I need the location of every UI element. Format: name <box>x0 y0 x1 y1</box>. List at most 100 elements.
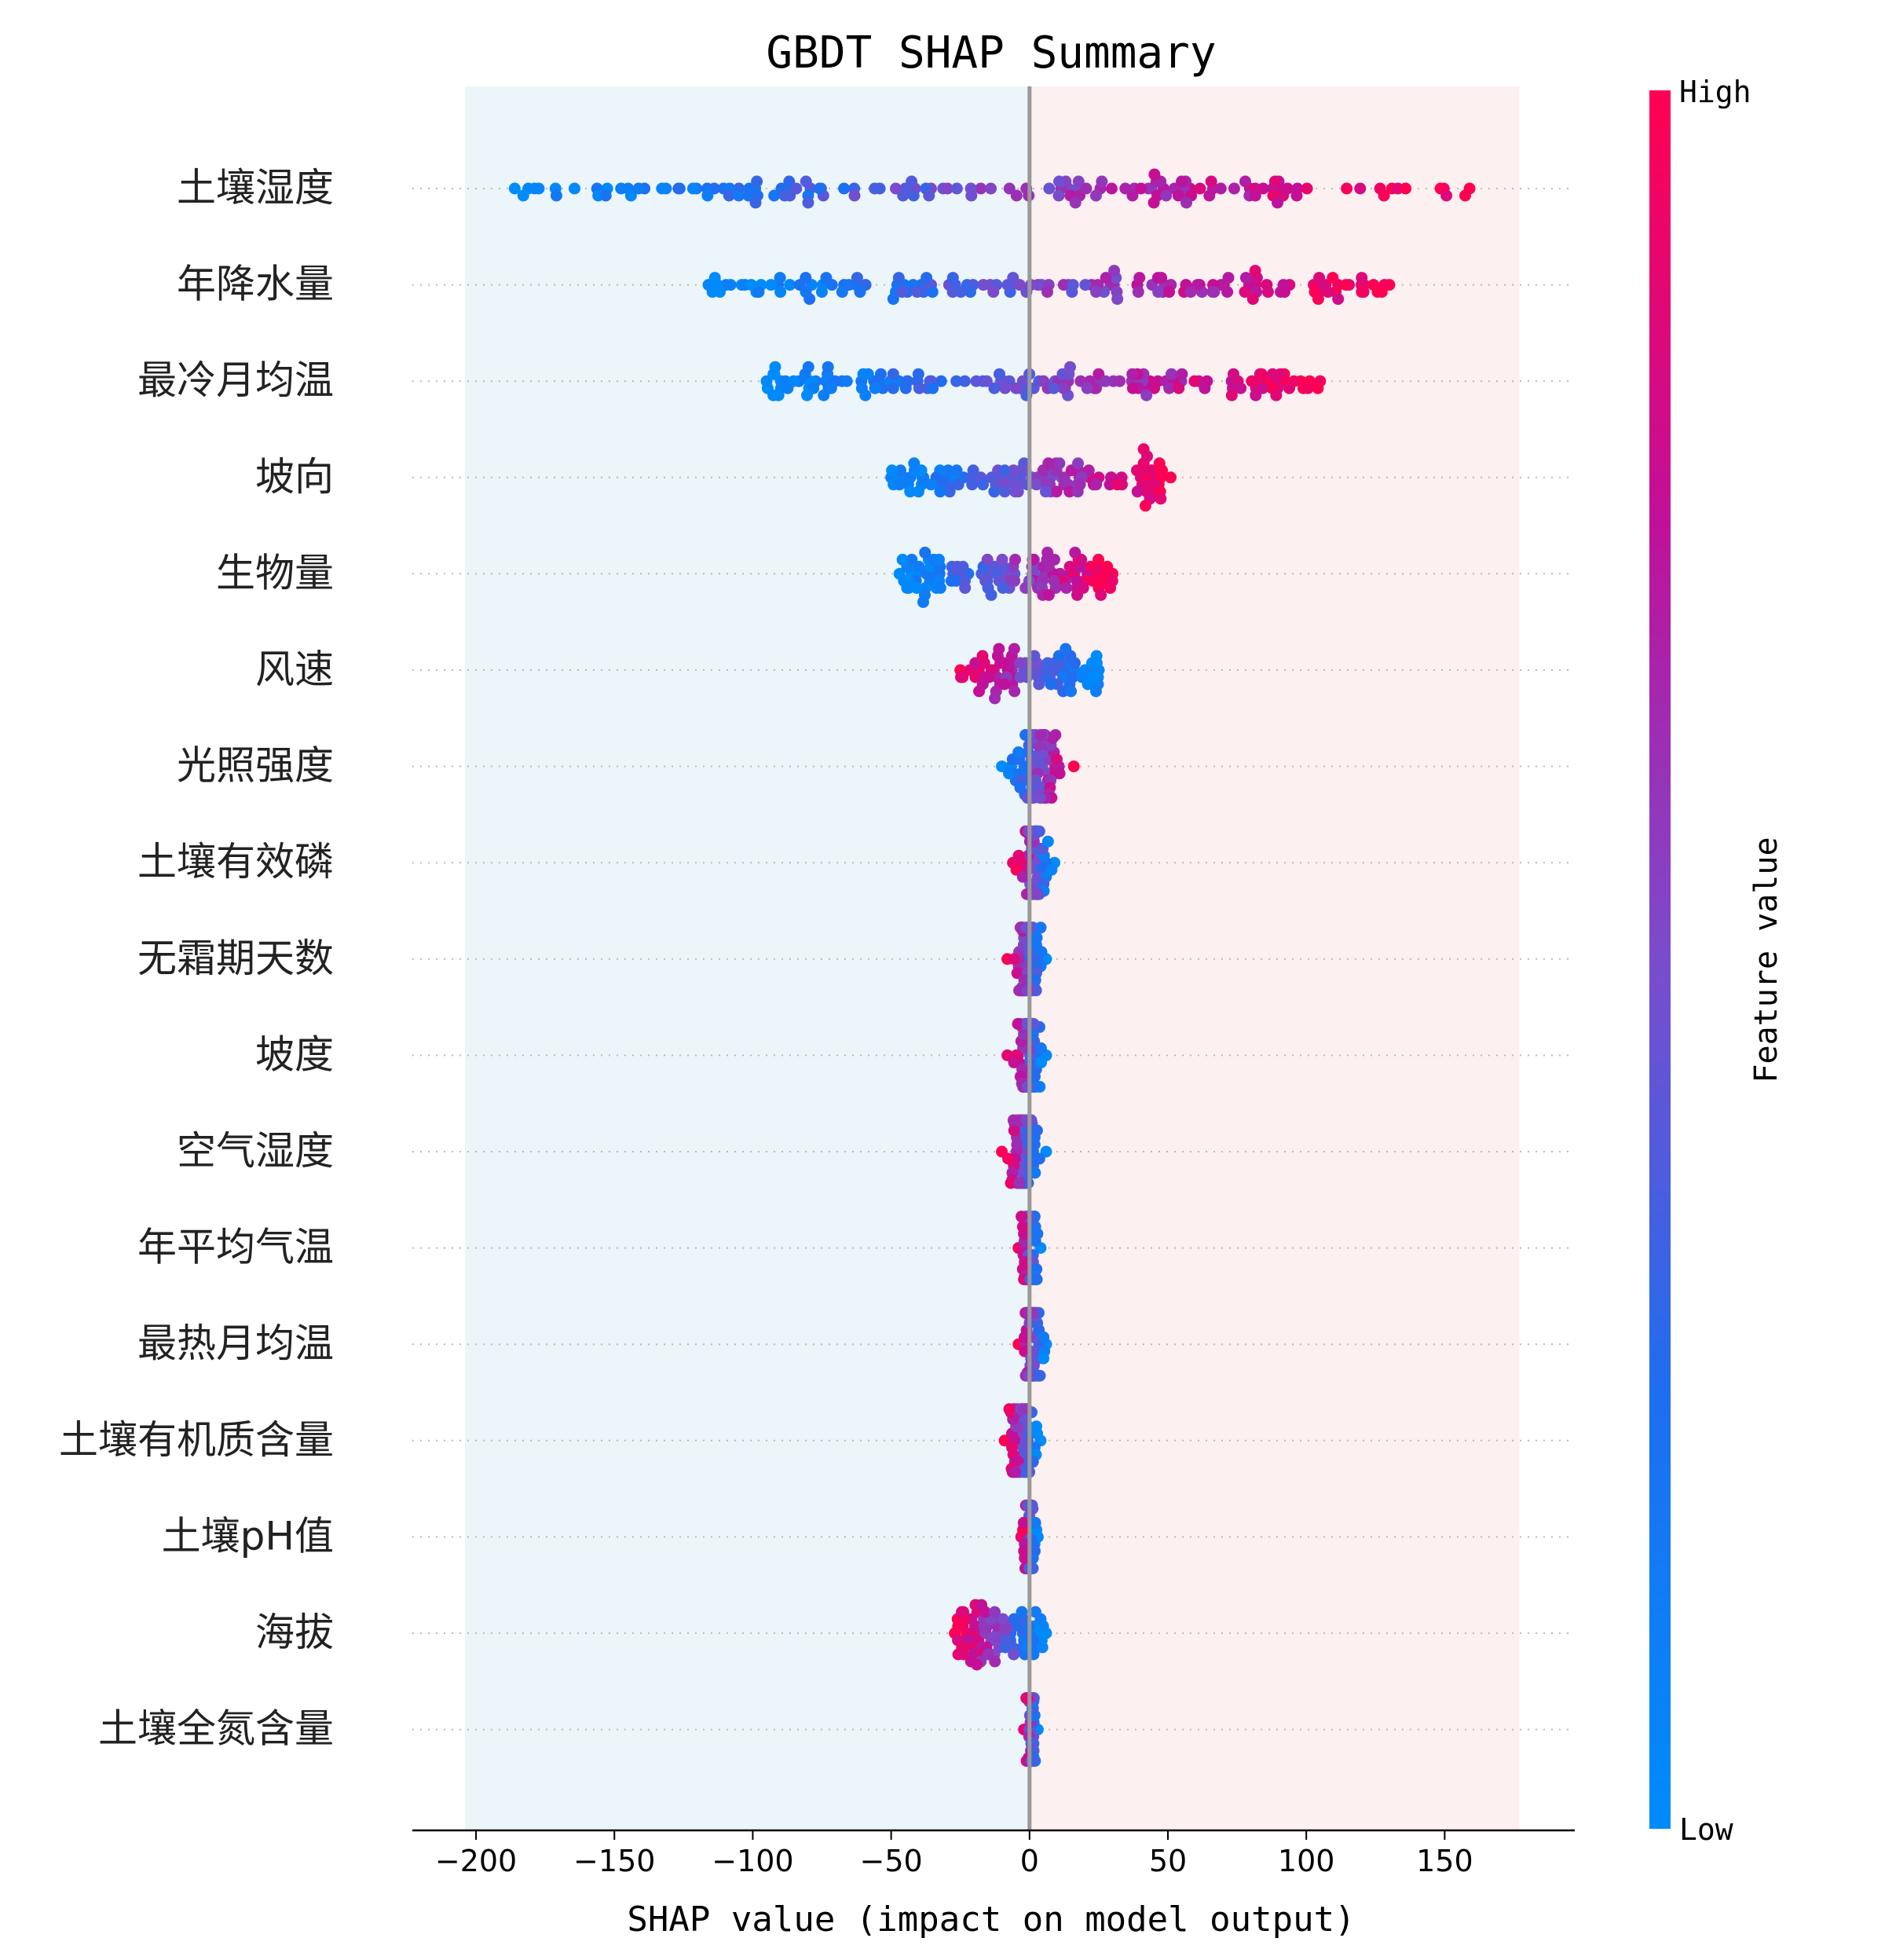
shap-point <box>1048 382 1060 394</box>
shap-point <box>911 286 924 299</box>
shap-point <box>1173 382 1185 394</box>
shap-point <box>904 485 917 498</box>
shap-point <box>1135 182 1147 195</box>
shap-point <box>923 189 935 202</box>
shap-point <box>1288 375 1301 387</box>
shap-point <box>1235 382 1247 394</box>
shap-point <box>801 389 814 401</box>
shap-point <box>733 189 745 202</box>
shap-point <box>1106 574 1118 587</box>
shap-point <box>802 196 814 209</box>
feature-label: 海拔 <box>255 1610 334 1655</box>
shap-point <box>966 478 979 491</box>
feature-label: 坡度 <box>255 1031 334 1077</box>
shap-point <box>1043 182 1056 195</box>
shap-point <box>897 189 910 202</box>
shap-point <box>1459 189 1472 202</box>
shap-point <box>921 272 933 284</box>
shap-point <box>1049 729 1062 742</box>
shap-point <box>1172 189 1184 202</box>
shap-point <box>1108 265 1121 277</box>
shap-point <box>917 595 929 608</box>
shap-point <box>818 389 830 401</box>
shap-point <box>1085 657 1098 669</box>
shap-point <box>1038 1331 1050 1343</box>
shap-point <box>1147 196 1160 209</box>
shap-point <box>1341 182 1353 195</box>
shap-point <box>1272 196 1284 209</box>
shap-point <box>1281 182 1294 195</box>
shap-point <box>1440 189 1453 202</box>
shap-point <box>1084 560 1096 573</box>
shap-point <box>1279 286 1291 299</box>
shap-point <box>1053 175 1066 188</box>
shap-point <box>1052 189 1065 202</box>
shap-point <box>802 361 814 373</box>
colorbar-title: Feature value <box>1748 837 1784 1083</box>
shap-point <box>1063 485 1076 498</box>
shap-point <box>997 657 1010 669</box>
shap-point <box>941 182 953 195</box>
feature-label: 年平均气温 <box>137 1225 334 1270</box>
shap-point <box>1012 1017 1024 1030</box>
shap-point <box>706 286 719 299</box>
shap-point <box>1096 175 1108 188</box>
shap-point <box>1239 175 1252 188</box>
shap-point <box>1126 368 1139 380</box>
shap-point <box>1008 1613 1020 1625</box>
shap-point <box>1153 457 1166 470</box>
feature-label: 生物量 <box>216 550 334 595</box>
shap-point <box>1030 478 1043 491</box>
feature-label: 年降水量 <box>177 262 334 307</box>
shap-point <box>964 286 976 299</box>
x-axis: −200 −150 −100 −50 0 50 100 150 <box>412 1829 1575 1878</box>
shap-point <box>1152 286 1165 299</box>
shap-point <box>1356 286 1368 299</box>
shap-point <box>1017 1403 1030 1416</box>
shap-point <box>1045 863 1058 876</box>
shap-point <box>1008 643 1020 655</box>
shap-point <box>1222 272 1235 284</box>
shap-point <box>1089 685 1102 698</box>
shap-point <box>1012 746 1025 759</box>
shap-point <box>1016 1211 1028 1223</box>
shap-point <box>1007 464 1019 477</box>
shap-point <box>1005 1177 1017 1189</box>
feature-label: 光照强度 <box>177 743 334 789</box>
shap-point <box>975 1599 988 1611</box>
shap-point <box>1184 286 1197 299</box>
shap-point <box>983 671 995 683</box>
shap-point <box>1126 189 1139 202</box>
feature-label: 土壤湿度 <box>177 165 334 211</box>
colorbar-high-label: High <box>1679 75 1751 109</box>
shap-point <box>906 175 918 188</box>
feature-label: 风速 <box>255 647 334 692</box>
shap-point <box>926 286 939 299</box>
shap-point <box>1089 189 1102 202</box>
shap-point <box>1356 272 1368 284</box>
shap-point <box>986 471 998 484</box>
shap-point <box>1012 849 1025 862</box>
shap-point <box>1270 389 1283 401</box>
feature-label: 土壤pH值 <box>162 1513 334 1559</box>
shap-point <box>1057 382 1070 394</box>
shap-point <box>1249 265 1261 277</box>
shap-point <box>1132 286 1144 299</box>
shap-point <box>1065 685 1078 698</box>
shap-point <box>1255 368 1268 380</box>
shap-point <box>862 368 874 380</box>
shap-point <box>1060 643 1072 655</box>
shap-point <box>1079 279 1092 291</box>
shap-point <box>1001 279 1014 291</box>
shap-point <box>886 464 899 477</box>
shap-point <box>1301 182 1313 195</box>
shap-point <box>1290 189 1303 202</box>
shap-point <box>550 189 562 202</box>
shap-point <box>892 272 905 284</box>
shap-point <box>1035 946 1048 958</box>
shap-point <box>998 485 1011 498</box>
shap-point <box>1029 1606 1041 1618</box>
shap-point <box>1063 361 1076 373</box>
shap-point <box>1048 553 1060 566</box>
shap-point <box>820 272 833 284</box>
